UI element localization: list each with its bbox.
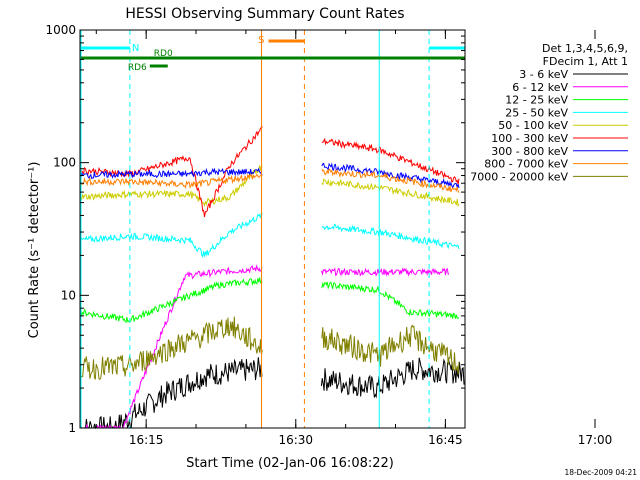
x-tick-label: 17:00 [578, 433, 613, 447]
legend-label-5: 100 - 300 keV [491, 132, 568, 145]
legend-header-line-2: FDecim 1, Att 1 [543, 55, 628, 68]
flag-label-saa: S [258, 35, 264, 46]
series-line-7 [79, 168, 460, 193]
legend: Det 1,3,4,5,6,9, FDecim 1, Att 1 3 - 6 k… [470, 42, 628, 183]
x-tick-label: 16:45 [428, 433, 463, 447]
legend-label-3: 25 - 50 keV [505, 106, 568, 119]
y-tick-label: 10 [61, 288, 76, 302]
flag-label-night: N [132, 43, 139, 54]
series-line-4 [79, 165, 460, 208]
legend-label-4: 50 - 100 keV [498, 119, 568, 132]
legend-header-line-1: Det 1,3,4,5,6,9, [542, 42, 628, 55]
series-line-1 [80, 264, 450, 429]
y-tick-label: 100 [53, 156, 76, 170]
series-line-6 [79, 162, 460, 189]
footer-timestamp: 18-Dec-2009 04:21 [564, 468, 637, 477]
legend-label-1: 6 - 12 keV [512, 81, 568, 94]
series-line-5 [79, 126, 460, 218]
series-line-3 [79, 210, 460, 258]
y-tick-label: 1000 [45, 23, 76, 37]
y-axis-label: Count Rate (s⁻¹ detector⁻¹) [27, 162, 42, 339]
legend-label-8: 7000 - 20000 keV [470, 170, 568, 183]
legend-label-2: 12 - 25 keV [505, 94, 568, 107]
plot-frame [79, 29, 466, 429]
flag-label-rd6: RD6 [128, 63, 147, 73]
x-tick-label: 16:15 [129, 433, 164, 447]
flag-label-rd0: RD0 [154, 49, 173, 59]
y-tick-label: 1 [68, 421, 76, 435]
series-line-8 [79, 316, 460, 381]
x-tick-label: 16:30 [278, 433, 313, 447]
legend-label-0: 3 - 6 keV [519, 68, 568, 81]
legend-label-7: 800 - 7000 keV [484, 158, 568, 171]
legend-label-6: 300 - 800 keV [491, 145, 568, 158]
plot-area: NRD0RD6S110100100016:1516:3016:4517:0017… [45, 23, 613, 447]
series-line-0 [79, 357, 465, 430]
chart-title: HESSI Observing Summary Count Rates [125, 6, 404, 22]
x-axis-label: Start Time (02-Jan-06 16:08:22) [186, 456, 394, 471]
series-line-2 [79, 277, 460, 324]
